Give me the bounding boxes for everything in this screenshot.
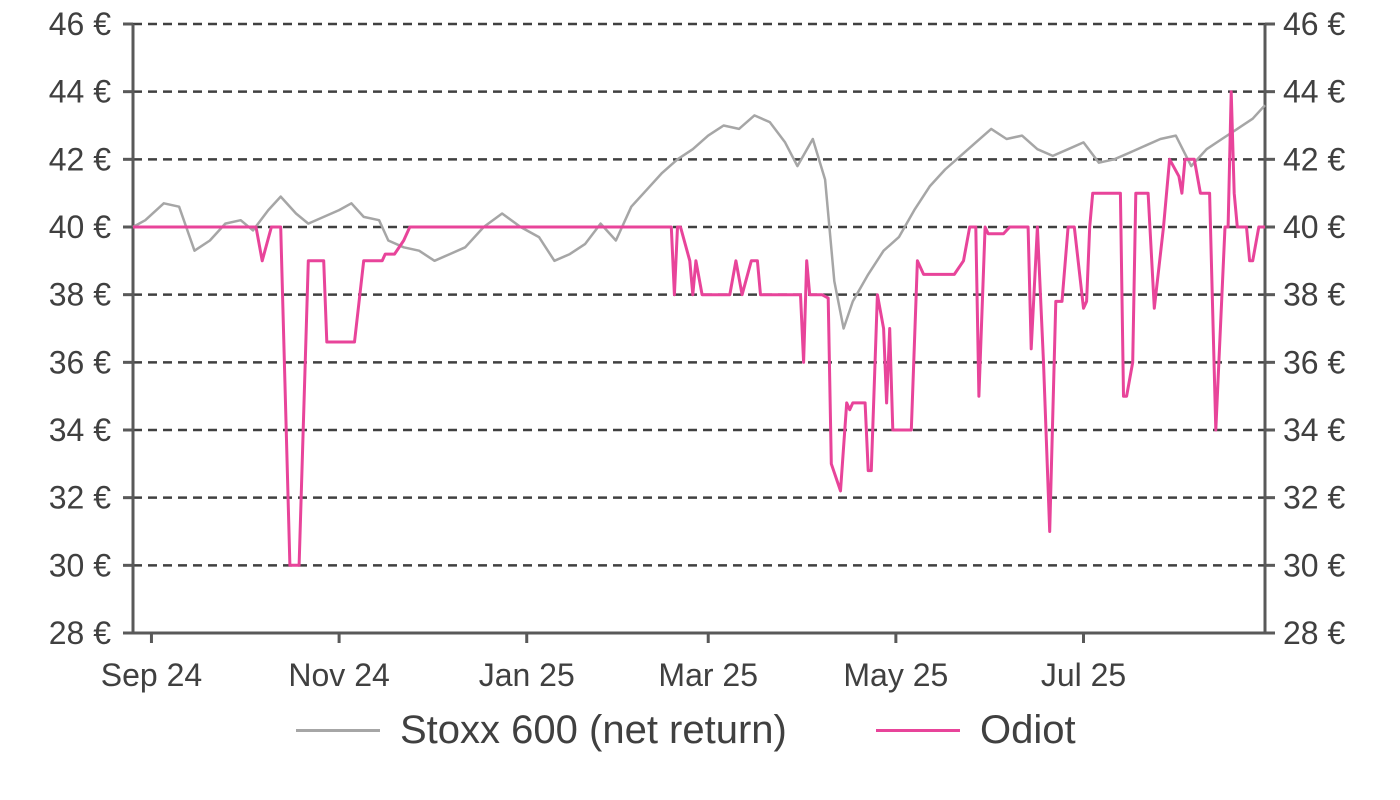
series-lines — [132, 90, 1266, 567]
legend-swatch-stoxx — [296, 729, 380, 732]
legend-swatch-odiot — [876, 729, 960, 732]
left-y-tick-label: 42 € — [49, 141, 111, 177]
right-y-tick-label: 40 € — [1283, 209, 1345, 245]
right-y-tick-label: 38 € — [1283, 277, 1345, 313]
x-tick-label: Mar 25 — [658, 657, 758, 693]
right-y-tick-label: 30 € — [1283, 547, 1345, 583]
legend-label-odiot: Odiot — [980, 708, 1076, 752]
legend: Stoxx 600 (net return) Odiot — [0, 708, 1400, 758]
x-tick-label: Jul 25 — [1041, 657, 1126, 693]
legend-item-stoxx: Stoxx 600 (net return) — [296, 708, 787, 753]
x-tick-label: May 25 — [843, 657, 948, 693]
legend-label-stoxx: Stoxx 600 (net return) — [400, 708, 787, 752]
right-y-tick-label: 36 € — [1283, 344, 1345, 380]
gridlines — [133, 22, 1265, 567]
left-y-tick-label: 46 € — [49, 6, 111, 42]
x-tick-label: Jan 25 — [479, 657, 575, 693]
left-y-tick-labels: 28 € 30 € 32 € 34 € 36 € 38 € 40 € 42 € 44 € 46 € — [49, 6, 111, 651]
left-y-tick-label: 34 € — [49, 412, 111, 448]
x-tick-labels: Sep 24 Nov 24 Jan 25 Mar 25 May 25 Jul 25 — [101, 657, 1126, 693]
left-y-tick-label: 28 € — [49, 615, 111, 651]
right-y-tick-label: 44 € — [1283, 74, 1345, 110]
series-line-stoxx — [132, 104, 1266, 330]
left-y-tick-label: 30 € — [49, 547, 111, 583]
right-y-tick-labels: 28 € 30 € 32 € 34 € 36 € 38 € 40 € 42 € 44 € 46 € — [1283, 6, 1345, 651]
x-tick-label: Nov 24 — [288, 657, 389, 693]
axes — [123, 22, 1275, 643]
right-y-tick-label: 34 € — [1283, 412, 1345, 448]
right-y-tick-label: 42 € — [1283, 141, 1345, 177]
left-y-tick-label: 36 € — [49, 344, 111, 380]
left-y-tick-label: 32 € — [49, 480, 111, 516]
left-y-tick-label: 44 € — [49, 74, 111, 110]
x-tick-label: Sep 24 — [101, 657, 202, 693]
left-y-tick-label: 40 € — [49, 209, 111, 245]
legend-item-odiot: Odiot — [876, 708, 1076, 753]
left-y-tick-label: 38 € — [49, 277, 111, 313]
right-y-tick-label: 32 € — [1283, 480, 1345, 516]
right-y-tick-label: 28 € — [1283, 615, 1345, 651]
series-line-odiot — [133, 90, 1265, 567]
right-y-tick-label: 46 € — [1283, 6, 1345, 42]
